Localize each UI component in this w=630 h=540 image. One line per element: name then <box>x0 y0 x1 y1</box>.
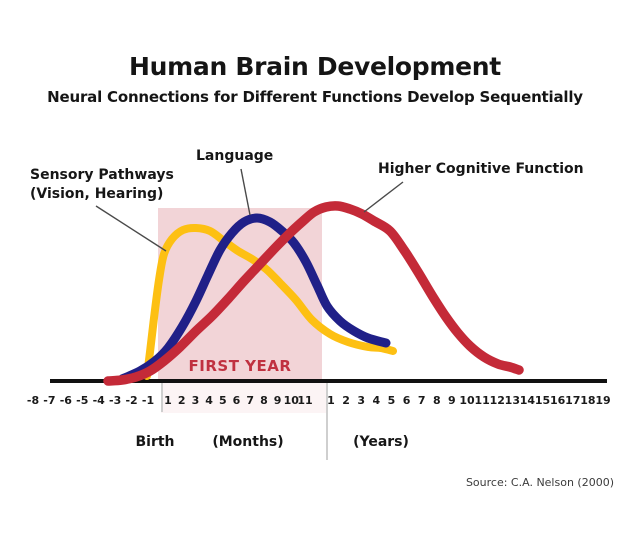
months-years-divider-line <box>326 383 328 460</box>
higher-callout-line <box>363 181 404 213</box>
axis-tick: 15 <box>534 394 551 407</box>
axis-tick: 9 <box>273 394 282 407</box>
axis-ticks-years: 1 2 3 4 5 6 7 8 9 10 11 12 13 14 15 16 17 18 19 <box>327 394 610 409</box>
sensory-pathways-label: Sensory Pathways (Vision, Hearing) <box>30 166 174 204</box>
years-caption: (Years) <box>353 434 409 450</box>
axis-tick: 3 <box>191 394 200 407</box>
first-year-label: FIRST YEAR <box>188 357 292 375</box>
axis-tick: 1 <box>327 394 335 407</box>
axis-tick: -4 <box>92 394 105 407</box>
axis-tick: 4 <box>205 394 213 407</box>
highlight-left-tickline <box>161 383 163 412</box>
months-caption: (Months) <box>212 434 284 450</box>
axis-ticks-months: 1 2 3 4 5 6 7 8 9 10 11 <box>164 394 312 409</box>
source-citation: Source: C.A. Nelson (2000) <box>465 476 614 489</box>
axis-tick: 19 <box>595 394 611 407</box>
sensory-pathways-label-line1: Sensory Pathways <box>30 167 174 183</box>
higher-cognitive-label: Higher Cognitive Function <box>378 161 584 177</box>
language-label: Language <box>196 148 274 164</box>
axis-tick: 7 <box>246 394 255 407</box>
axis-tick: 2 <box>342 394 350 407</box>
curve-sensory-pathways <box>143 223 397 380</box>
axis-tick: 6 <box>232 394 241 407</box>
page-subtitle: Neural Connections for Different Functio… <box>47 88 583 106</box>
axis-tick: 4 <box>372 394 381 407</box>
axis-tick: 1 <box>164 394 172 407</box>
axis-tick: 2 <box>177 394 186 407</box>
axis-tick: 8 <box>260 394 268 407</box>
axis-tick: 6 <box>402 394 411 407</box>
language-callout-line <box>240 168 251 216</box>
axis-tick: 11 <box>474 394 490 407</box>
axis-tick: 16 <box>550 394 566 407</box>
axis-tick: 11 <box>297 394 313 407</box>
axis-tick: 3 <box>357 394 366 407</box>
axis-tick: 13 <box>504 394 520 407</box>
axis-tick: 14 <box>519 394 536 407</box>
curve-higher-cognitive <box>103 201 524 386</box>
birth-caption: Birth <box>135 434 175 450</box>
axis-tick: 10 <box>459 394 475 407</box>
axis-tick: -2 <box>125 394 138 407</box>
curve-language <box>117 213 391 384</box>
axis-ticks-prenatal: -8 -7 -6 -5 -4 -3 -2 -1 <box>27 394 154 409</box>
page-title: Human Brain Development <box>129 52 501 81</box>
axis-tick: 9 <box>448 394 456 407</box>
sensory-callout-line <box>95 205 167 252</box>
axis-tick: 5 <box>218 394 227 407</box>
axis-tick: 7 <box>417 394 426 407</box>
axis-tick: 5 <box>387 394 396 407</box>
axis-tick: -1 <box>141 394 155 407</box>
axis-tick: 8 <box>432 394 441 407</box>
first-year-highlight-underaxis <box>161 383 326 413</box>
axis-tick: -8 <box>26 394 40 407</box>
axis-tick: 18 <box>580 394 596 407</box>
axis-tick: 12 <box>489 394 505 407</box>
axis-tick: -7 <box>43 394 56 407</box>
axis-tick: -5 <box>76 394 89 407</box>
axis-tick: -6 <box>59 394 72 407</box>
axis-tick: 10 <box>283 394 299 407</box>
axis-tick: -3 <box>109 394 122 407</box>
sensory-pathways-label-line2: (Vision, Hearing) <box>30 186 164 202</box>
axis-tick: 17 <box>565 394 581 407</box>
